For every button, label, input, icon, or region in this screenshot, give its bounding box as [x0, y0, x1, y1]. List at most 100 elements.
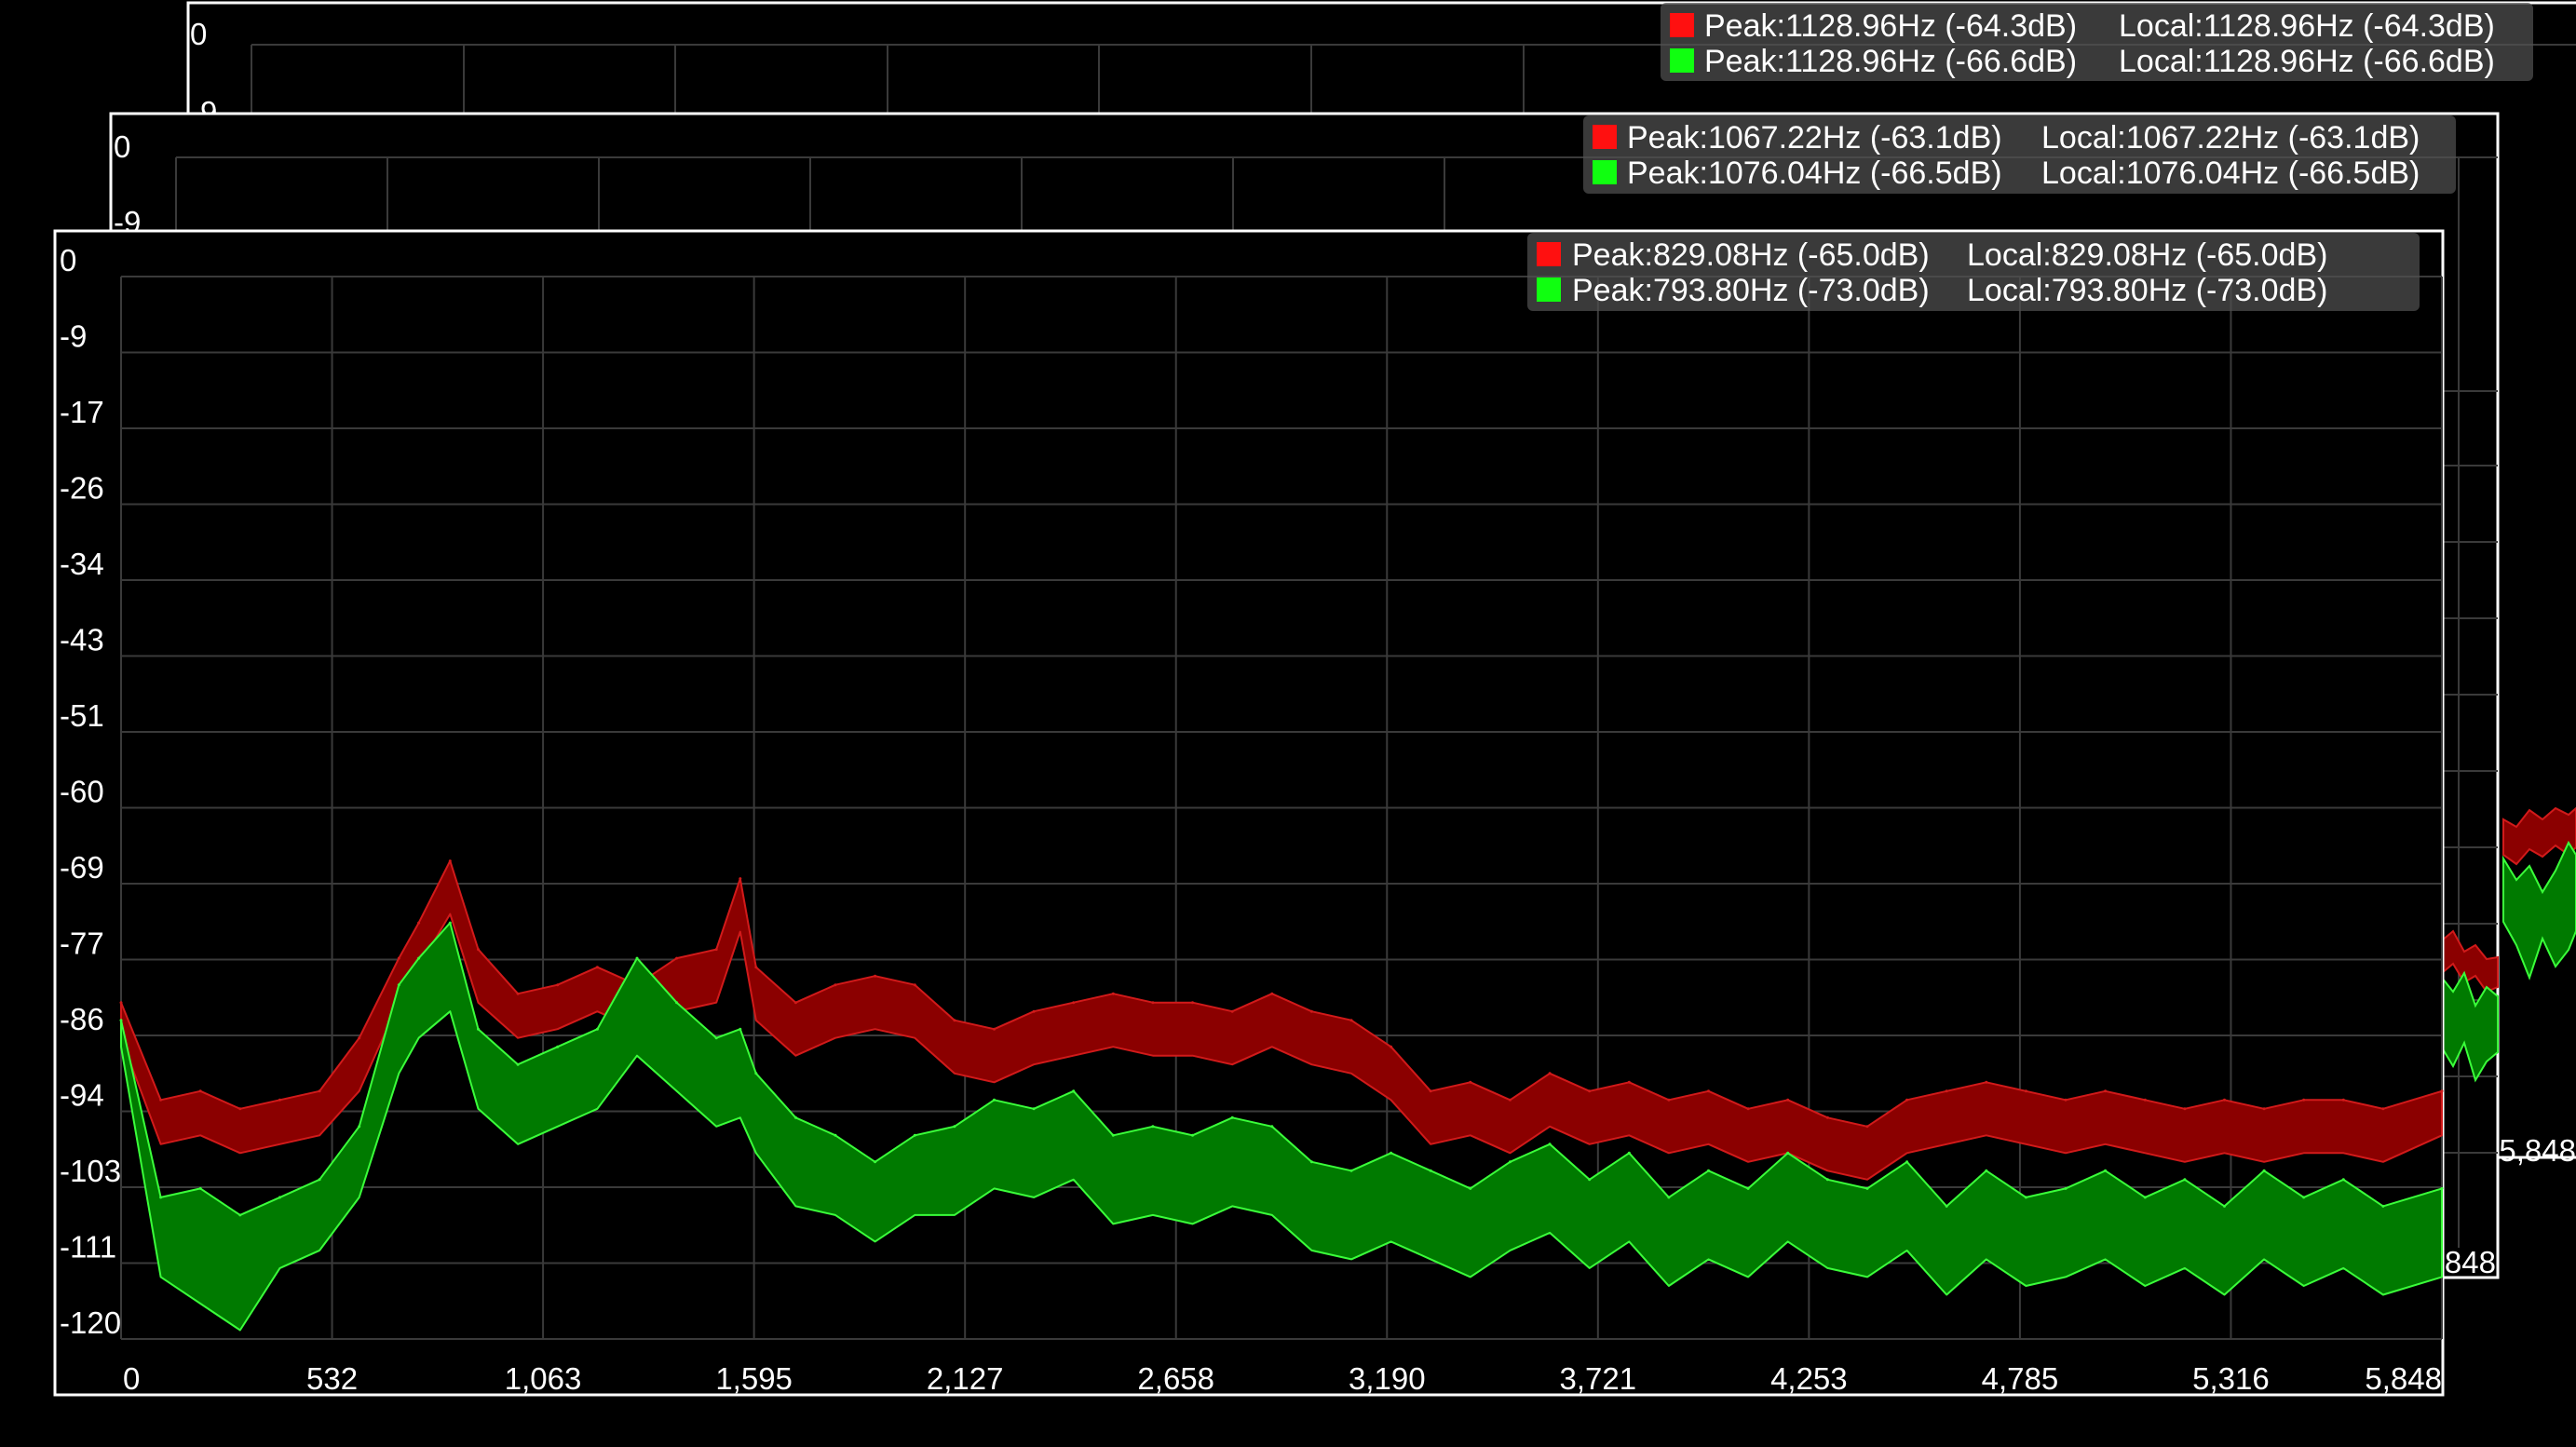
data-point-green — [2440, 1186, 2444, 1190]
data-point-red — [913, 983, 916, 987]
data-point-green — [834, 1133, 837, 1137]
data-point-red — [318, 1089, 321, 1093]
data-point-green — [1469, 1186, 1472, 1190]
data-point-red — [278, 1098, 281, 1102]
x-tick: 1,063 — [505, 1361, 582, 1396]
data-point-green — [2262, 1169, 2266, 1172]
data-point-red — [834, 983, 837, 987]
y-tick: -103 — [60, 1154, 121, 1188]
y-tick: 0 — [114, 129, 130, 164]
series-area-green — [120, 922, 2443, 1332]
x-tick: 5,848 — [2365, 1361, 2442, 1396]
x-tick: 5,848 — [2499, 1133, 2576, 1168]
data-point-red — [2183, 1107, 2187, 1111]
data-point-red — [1707, 1089, 1710, 1093]
data-point-red — [1230, 1009, 1234, 1013]
x-tick: 4,785 — [1982, 1361, 2059, 1396]
data-point-red — [2381, 1107, 2385, 1111]
series-area-red — [2441, 929, 2499, 994]
data-point-red — [1825, 1116, 1829, 1119]
x-tick: 0 — [123, 1361, 140, 1396]
data-point-red — [1151, 1001, 1155, 1005]
data-point-red — [1905, 1098, 1909, 1102]
legend-peak: Peak:829.08Hz (-65.0dB) — [1572, 237, 1930, 273]
data-point-green — [516, 1062, 520, 1066]
data-point-green — [1349, 1169, 1353, 1172]
data-point-red — [2341, 1098, 2345, 1102]
data-point-red — [1270, 992, 1274, 995]
data-point-green — [2341, 1178, 2345, 1182]
data-point-green — [1032, 1107, 1036, 1111]
data-point-red — [874, 974, 877, 978]
series-areas — [119, 859, 2444, 1332]
data-point-red — [1390, 1045, 1393, 1048]
data-point-green — [993, 1098, 996, 1102]
x-tick: 2,127 — [927, 1361, 1004, 1396]
data-point-green — [238, 1213, 242, 1217]
data-point-green — [2064, 1186, 2068, 1190]
series-area-red — [120, 859, 2443, 1181]
y-tick: -60 — [60, 775, 104, 809]
data-point-green — [1905, 1160, 1909, 1164]
data-point-red — [516, 992, 520, 995]
legend-local: Local:1067.22Hz (-63.1dB) — [2041, 120, 2420, 156]
data-point-green — [1111, 1133, 1115, 1137]
legend-swatch-green — [1593, 160, 1617, 184]
y-tick: -120 — [60, 1305, 121, 1340]
data-point-red — [953, 1019, 956, 1022]
grid-front — [120, 276, 2443, 1340]
data-point-red — [1111, 992, 1115, 995]
y-tick: 0 — [190, 17, 207, 51]
data-point-red — [1588, 1089, 1592, 1093]
y-tick: -26 — [60, 471, 104, 506]
data-point-red — [1509, 1098, 1512, 1102]
legend-peak: Peak:1076.04Hz (-66.5dB) — [1627, 156, 2002, 191]
data-point-red — [2143, 1098, 2147, 1102]
legend-back: Peak:1128.96Hz (-64.3dB) Local:1128.96Hz… — [1661, 3, 2533, 81]
data-point-green — [714, 1036, 718, 1040]
data-point-green — [2302, 1196, 2306, 1199]
legend-swatch-green — [1537, 277, 1561, 302]
y-tick: -69 — [60, 850, 104, 885]
spectrum-window-front: 0 -9 -17 -26 -34 -43 -51 -60 -69 -77 -86 -94 -103 -11… — [53, 229, 2445, 1397]
y-tick: -17 — [60, 395, 104, 429]
data-point-red — [477, 948, 480, 952]
data-point-red — [1469, 1080, 1472, 1084]
data-point-green — [1230, 1116, 1234, 1119]
data-point-green — [198, 1186, 202, 1190]
data-point-red — [739, 877, 742, 881]
data-point-green — [119, 1019, 123, 1022]
data-point-red — [2024, 1089, 2027, 1093]
data-point-green — [318, 1178, 321, 1182]
legend-peak: Peak:793.80Hz (-73.0dB) — [1572, 273, 1930, 308]
data-point-green — [1151, 1125, 1155, 1129]
y-tick: -9 — [60, 319, 87, 354]
x-tick: 5,316 — [2192, 1361, 2270, 1396]
data-point-green — [1786, 1151, 1790, 1155]
data-point-red — [595, 966, 599, 969]
data-point-green — [1588, 1178, 1592, 1182]
legend-middle: Peak:1067.22Hz (-63.1dB) Local:1067.22Hz… — [1583, 115, 2456, 194]
legend-box — [1527, 233, 2420, 311]
x-axis-ticks: 0 532 1,063 1,595 2,127 2,658 3,190 3,721 4,253 4… — [123, 1361, 2442, 1396]
data-point-green — [953, 1125, 956, 1129]
data-point-red — [1032, 1009, 1036, 1013]
data-point-green — [2143, 1196, 2147, 1199]
legend-swatch-red — [1537, 242, 1561, 266]
data-point-red — [1746, 1107, 1750, 1111]
data-point-red — [2262, 1107, 2266, 1111]
data-point-green — [1309, 1160, 1313, 1164]
legend-local: Local:1128.96Hz (-66.6dB) — [2119, 44, 2495, 79]
data-point-red — [238, 1107, 242, 1111]
legend-peak: Peak:1128.96Hz (-64.3dB) — [1704, 8, 2077, 44]
series-area-green — [2441, 970, 2499, 1083]
legend-local: Local:829.08Hz (-65.0dB) — [1967, 237, 2327, 273]
data-point-green — [397, 983, 400, 987]
data-point-red — [417, 921, 421, 925]
data-point-red — [397, 956, 400, 960]
data-point-green — [477, 1027, 480, 1031]
data-point-green — [1707, 1169, 1710, 1172]
data-point-green — [874, 1160, 877, 1164]
data-point-red — [1072, 1001, 1076, 1005]
data-point-green — [675, 1001, 679, 1005]
